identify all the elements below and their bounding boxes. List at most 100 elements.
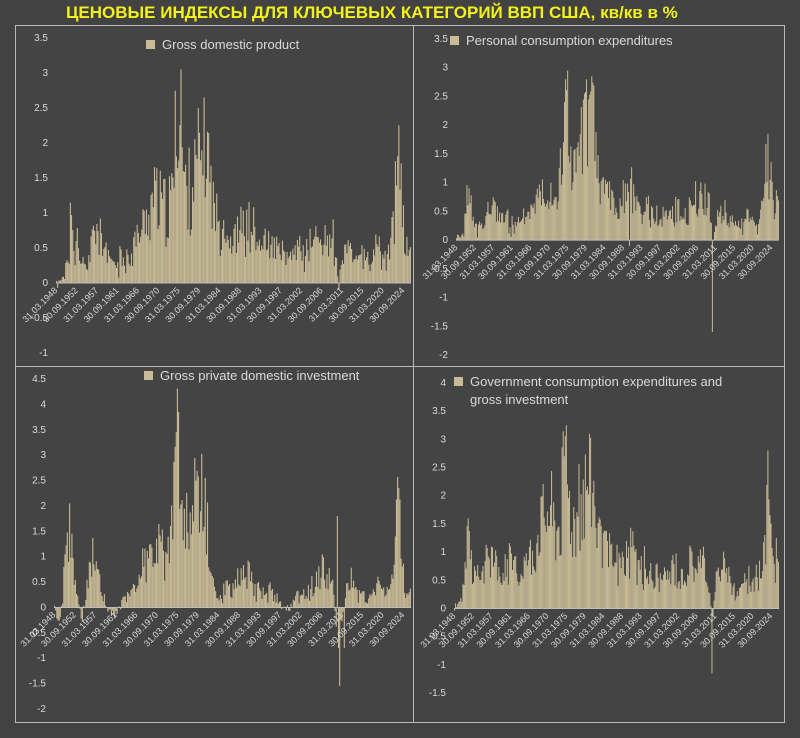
bar — [201, 150, 203, 283]
bar — [296, 239, 298, 283]
bar — [60, 605, 63, 608]
bar — [129, 596, 131, 608]
chart-gdp: 3.5 3 2.5 2 1.5 1 0.5 0 -0.5 -1 Gross domestic pro… — [20, 33, 411, 359]
bar — [376, 583, 378, 608]
bar — [111, 259, 113, 283]
bar — [638, 202, 640, 241]
bar — [631, 547, 633, 609]
bar — [592, 82, 594, 241]
bar — [374, 255, 376, 283]
bar — [382, 254, 384, 283]
bar — [87, 588, 89, 608]
bar — [747, 209, 749, 241]
bar — [574, 148, 576, 241]
bar — [346, 253, 348, 283]
bar — [118, 277, 120, 283]
bar — [607, 541, 608, 609]
bar — [195, 155, 197, 283]
bar — [505, 576, 507, 609]
bar — [651, 579, 653, 609]
bar — [127, 254, 129, 283]
bar — [543, 517, 545, 609]
bar — [761, 578, 763, 609]
bar — [308, 261, 310, 283]
bar — [562, 431, 564, 609]
bar — [148, 214, 150, 283]
bar — [744, 573, 746, 609]
bar — [118, 606, 121, 608]
bar — [205, 554, 207, 608]
bar — [392, 211, 394, 283]
bar — [394, 161, 396, 283]
bar — [663, 567, 665, 609]
bar — [465, 568, 467, 609]
bar — [289, 607, 291, 611]
bar — [370, 595, 372, 608]
bar — [174, 90, 176, 283]
bar — [225, 242, 227, 283]
bar — [746, 208, 748, 241]
bar — [58, 607, 60, 621]
bar — [177, 168, 179, 283]
bar — [85, 599, 87, 608]
bar — [727, 582, 729, 609]
bar — [527, 560, 529, 609]
bar — [728, 566, 730, 609]
bar — [57, 607, 59, 621]
bar — [72, 230, 74, 283]
bar — [106, 262, 108, 283]
bar — [327, 589, 329, 608]
bar — [168, 563, 170, 608]
bar — [138, 574, 140, 608]
bar — [72, 558, 74, 608]
bar — [464, 213, 466, 241]
bar — [277, 603, 279, 608]
bar — [406, 236, 408, 283]
bar — [198, 132, 201, 283]
bar — [306, 598, 308, 608]
bars — [454, 425, 779, 674]
y-tick-label: 3 — [440, 434, 446, 445]
bar — [484, 561, 486, 609]
bar — [151, 547, 153, 608]
bar — [252, 582, 254, 608]
legend-label: Gross private domestic investment — [160, 368, 360, 383]
y-tick-label: 3.5 — [34, 33, 48, 44]
bar — [566, 90, 568, 241]
bar — [476, 237, 478, 241]
bar — [502, 212, 504, 241]
bar — [471, 220, 473, 241]
legend: Gross private domestic investment — [144, 368, 360, 383]
bar — [750, 220, 752, 241]
bar — [561, 447, 563, 609]
bar — [271, 236, 273, 283]
bar — [150, 195, 152, 283]
bar — [319, 589, 321, 608]
bar — [178, 160, 180, 283]
bar — [454, 608, 455, 611]
bar — [154, 563, 156, 608]
bar — [710, 222, 712, 241]
bar — [345, 244, 347, 283]
bar — [767, 450, 769, 609]
bar — [251, 235, 254, 283]
bar — [143, 211, 145, 283]
bar — [479, 221, 481, 241]
bar — [278, 601, 280, 608]
bar — [255, 250, 257, 283]
bar — [277, 246, 279, 283]
bar — [524, 560, 526, 609]
bar — [647, 576, 649, 609]
bar — [130, 253, 133, 283]
bar — [698, 208, 700, 241]
bar — [332, 579, 334, 608]
bar — [590, 91, 592, 241]
bar — [739, 587, 741, 609]
bar — [202, 175, 204, 283]
bar — [709, 593, 711, 609]
bar — [763, 197, 765, 241]
bar — [223, 583, 225, 608]
bar — [736, 225, 737, 241]
bar — [136, 224, 138, 283]
bar — [307, 584, 309, 608]
